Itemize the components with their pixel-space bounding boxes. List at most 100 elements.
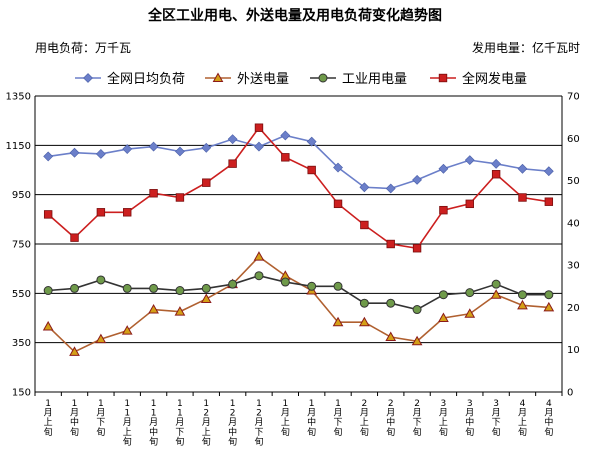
data-point [464,155,475,166]
data-point [254,123,264,132]
legend-label: 外送电量 [237,72,289,87]
legend-marker [83,73,93,83]
data-point [439,205,448,215]
legend-item-0: 全网日均负荷 [75,71,185,87]
axes: 150 350 550 750 950 1150 1350 0 10 20 30 40 50 60 70 [6,92,580,399]
data-point [175,146,185,157]
legend-marker [438,73,448,83]
data-point [412,305,422,315]
data-point [96,275,106,285]
x-tick-label: 1 月中旬 [307,399,316,438]
data-point [385,183,396,194]
data-point [307,281,317,291]
data-point [227,134,238,145]
x-tick-label: 3 月下旬 [492,399,501,438]
data-point [228,159,237,168]
data-point [228,279,238,289]
data-point [411,335,423,346]
data-point [200,293,212,303]
x-tick-label: 1 月上旬 [281,399,290,438]
series-2 [43,271,554,315]
data-point [543,166,554,177]
x-tick-label: 3 月中旬 [465,399,474,438]
x-tick-label: 1 2 月上旬 [202,399,211,447]
series-0 [43,130,554,194]
data-point [491,279,501,289]
data-point [254,141,264,152]
data-point [333,162,343,173]
x-tick-label: 1 1 月中旬 [149,399,158,447]
data-point [69,147,80,158]
legend-item-2: 工业用电量 [310,72,407,87]
data-point [386,239,395,249]
data-point [464,308,476,318]
data-point [412,174,422,185]
left-tick-label: 150 [12,388,31,399]
data-point [123,208,132,217]
x-tick-labels: 1 月上旬 1 月中旬 1 月下旬 1 1 月上旬 1 1 月中旬 1 1 月下旬 1 2 月上旬 1 2 月中旬 1 2 月… [44,399,554,447]
data-point [412,244,422,253]
data-point [43,210,53,219]
data-point [122,144,133,154]
right-axis-unit: 发用电量：亿千瓦时 [472,40,580,55]
data-point [148,304,159,314]
x-tick-label: 2 月中旬 [386,399,395,438]
data-point [385,331,397,342]
right-tick-label: 60 [567,134,580,145]
data-point [96,208,106,217]
data-point [253,251,265,261]
data-point [438,290,448,300]
series-line [48,134,549,190]
series-group [42,123,555,356]
data-point [438,312,449,322]
data-point [43,151,54,162]
legend: 全网日均负荷 外送电量 工业用电量 全网发电量 [75,71,527,87]
data-point [517,299,528,310]
x-tick-label: 1 1 月上旬 [123,399,132,447]
data-point [333,199,343,209]
left-tick-label: 350 [12,338,31,349]
data-point [360,220,369,230]
right-tick-label: 50 [567,176,580,187]
data-point [359,182,370,193]
series-3 [43,123,554,253]
data-point [306,136,317,147]
data-point [491,158,502,169]
data-point [491,170,501,179]
x-tick-label: 4 月中旬 [544,399,553,438]
data-point [202,178,211,187]
right-tick-label: 40 [567,218,580,229]
series-line [47,126,549,250]
right-tick-label: 0 [567,388,573,399]
data-point [95,333,107,344]
legend-marker [212,72,224,82]
data-point [465,199,474,209]
right-tick-label: 10 [567,345,580,356]
legend-label: 全网日均负荷 [107,71,185,87]
data-point [149,189,158,198]
legend-item-1: 外送电量 [205,72,289,87]
left-tick-label: 1150 [6,141,31,152]
data-point [149,283,159,293]
data-point [254,271,264,281]
data-point [95,149,106,159]
x-tick-label: 1 月中旬 [70,399,79,438]
data-point [201,283,211,293]
data-point [307,165,316,175]
data-point [386,298,396,308]
x-tick-label: 3 月上旬 [439,399,448,438]
data-point [43,286,53,296]
data-point [438,163,449,174]
data-point [333,281,343,291]
data-point [122,283,132,293]
series-1 [42,251,555,356]
x-tick-label: 2 月下旬 [413,399,422,438]
legend-item-3: 全网发电量 [430,71,527,87]
right-tick-label: 30 [567,261,580,272]
x-tick-label: 1 月上旬 [44,399,53,438]
data-point [544,290,554,300]
data-point [174,306,186,316]
right-tick-label: 70 [567,92,580,103]
data-point [543,301,555,312]
